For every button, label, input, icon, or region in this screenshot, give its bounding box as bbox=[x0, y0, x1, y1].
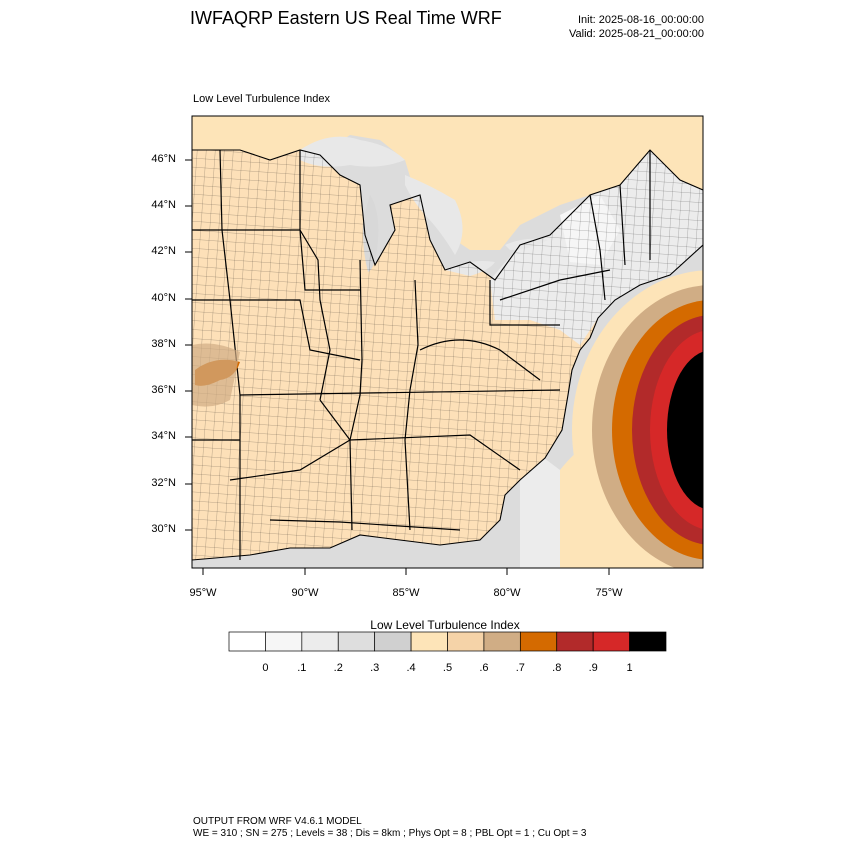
colorbar-swatch bbox=[447, 631, 485, 652]
colorbar-swatch bbox=[483, 631, 521, 652]
colorbar-title: Low Level Turbulence Index bbox=[370, 618, 520, 632]
colorbar-swatch bbox=[301, 631, 339, 652]
colorbar-tick-label: 1 bbox=[626, 662, 633, 674]
state-boundaries bbox=[192, 149, 651, 560]
colorbar-tick-label: .7 bbox=[515, 662, 525, 674]
lat-label: 44°N bbox=[151, 199, 176, 211]
colorbar-tick-label: .6 bbox=[479, 662, 489, 674]
init-time: Init: 2025-08-16_00:00:00 bbox=[578, 14, 704, 26]
lat-label: 34°N bbox=[151, 430, 176, 442]
lat-label: 46°N bbox=[151, 153, 176, 165]
colorbar-swatch bbox=[629, 631, 667, 652]
mid-index-patch-west bbox=[192, 343, 240, 407]
colorbar-tick-label: .3 bbox=[370, 662, 380, 674]
colorbar bbox=[228, 631, 667, 652]
lon-label: 95°W bbox=[189, 587, 217, 599]
coastline bbox=[192, 149, 703, 561]
valid-time: Valid: 2025-08-21_00:00:00 bbox=[569, 28, 704, 40]
lon-label: 75°W bbox=[595, 587, 623, 599]
colorbar-swatch bbox=[556, 631, 594, 652]
lat-label: 38°N bbox=[151, 338, 176, 350]
lake-superior bbox=[300, 136, 405, 167]
offshore-band bbox=[520, 440, 560, 568]
lat-label: 40°N bbox=[151, 292, 176, 304]
footer-config-line: WE = 310 ; SN = 275 ; Levels = 38 ; Dis … bbox=[193, 828, 587, 839]
colorbar-swatch bbox=[265, 631, 303, 652]
lat-label: 36°N bbox=[151, 384, 176, 396]
lon-label: 85°W bbox=[392, 587, 420, 599]
footer-model-line: OUTPUT FROM WRF V4.6.1 MODEL bbox=[193, 816, 362, 827]
lat-label: 42°N bbox=[151, 245, 176, 257]
field-label: Low Level Turbulence Index bbox=[193, 93, 330, 105]
colorbar-swatch bbox=[519, 631, 558, 652]
colorbar-swatch bbox=[337, 631, 376, 652]
colorbar-tick-label: .1 bbox=[297, 662, 307, 674]
lat-label: 30°N bbox=[151, 523, 176, 535]
longitude-ticks bbox=[202, 568, 610, 575]
colorbar-tick-label: .5 bbox=[442, 662, 453, 674]
colorbar-tick-label: .4 bbox=[406, 662, 416, 674]
lat-label: 32°N bbox=[151, 477, 176, 489]
map-title: IWFAQRP Eastern US Real Time WRF bbox=[190, 8, 502, 28]
colorbar-tick-label: .2 bbox=[333, 662, 343, 674]
colorbar-swatch bbox=[374, 631, 412, 652]
colorbar-swatch bbox=[592, 631, 630, 652]
colorbar-tick-label: .9 bbox=[588, 662, 598, 674]
colorbar-tick-label: .8 bbox=[552, 662, 562, 674]
lon-label: 80°W bbox=[493, 587, 521, 599]
colorbar-swatch bbox=[410, 631, 448, 652]
colorbar-tick-label: 0 bbox=[262, 662, 269, 674]
offshore-storm-core bbox=[572, 270, 703, 568]
colorbar-swatch bbox=[228, 631, 266, 652]
latitude-ticks bbox=[185, 159, 192, 531]
lon-label: 90°W bbox=[291, 587, 319, 599]
map-frame bbox=[191, 115, 704, 569]
